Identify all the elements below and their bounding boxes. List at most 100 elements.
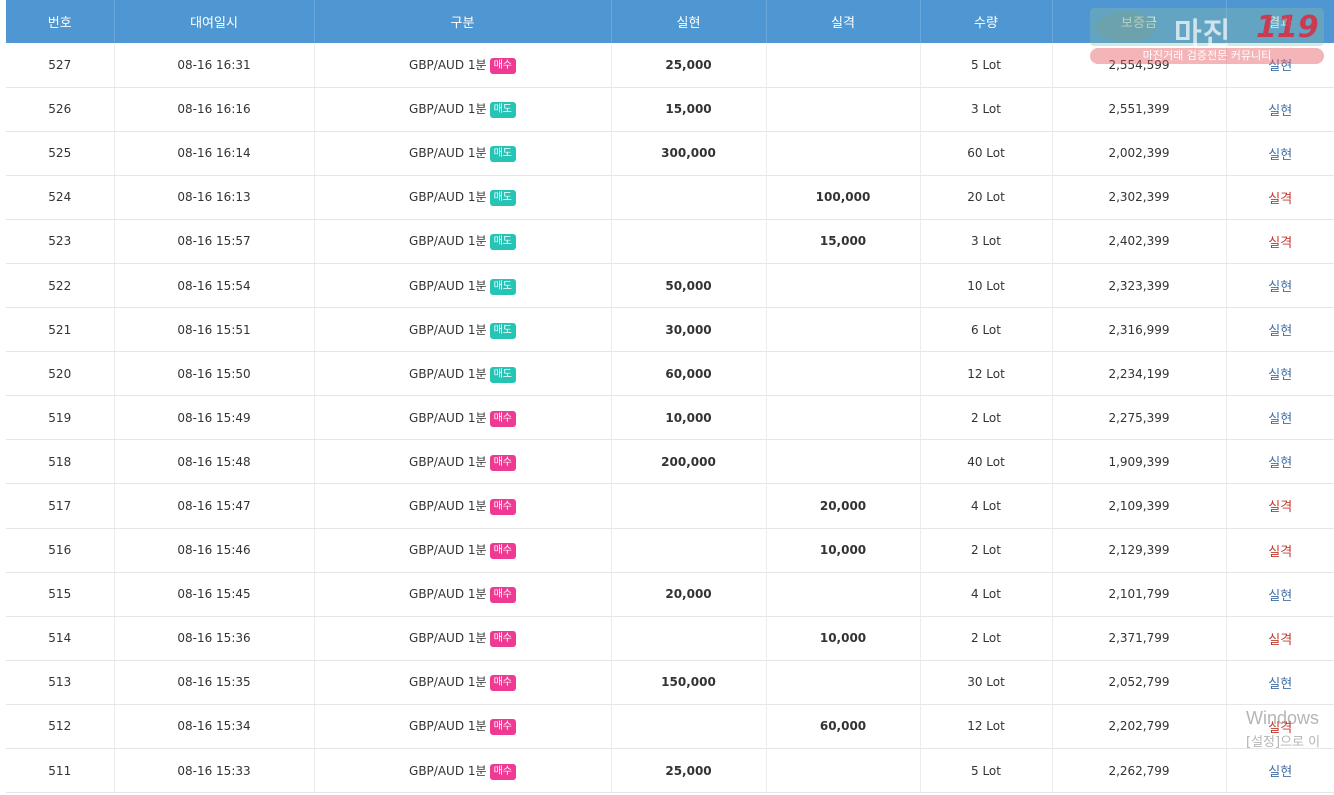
pair-label: GBP/AUD 1분 (409, 366, 487, 381)
cell-loss: 15,000 (766, 219, 921, 264)
cell-datetime: 08-16 15:48 (114, 439, 315, 485)
result-win-label: 실현 (1268, 588, 1293, 604)
cell-type: GBP/AUD 1분 매수 (314, 660, 612, 705)
cell-loss (766, 263, 921, 309)
cell-loss (766, 572, 921, 617)
cell-loss (766, 660, 921, 705)
cell-datetime: 08-16 15:47 (114, 483, 315, 529)
cell-loss (766, 439, 921, 485)
header-loss: 실격 (766, 0, 921, 43)
cell-datetime: 08-16 15:57 (114, 219, 315, 264)
result-loss-label: 실격 (1268, 235, 1293, 251)
cell-datetime: 08-16 15:51 (114, 307, 315, 353)
result-win-label: 실현 (1268, 456, 1293, 472)
table-row: 517 08-16 15:47 GBP/AUD 1분 매수 20,000 4 Lot 2,1… (6, 483, 1334, 529)
cell-result: 실현 (1226, 307, 1334, 353)
cell-datetime: 08-16 15:45 (114, 572, 315, 617)
table-row: 522 08-16 15:54 GBP/AUD 1분 매도 50,000 10 Lot 2,… (6, 263, 1334, 309)
cell-result: 실현 (1226, 351, 1334, 397)
pair-label: GBP/AUD 1분 (409, 102, 487, 117)
table-row: 520 08-16 15:50 GBP/AUD 1분 매도 60,000 12 Lot 2,… (6, 351, 1334, 397)
cell-profit: 300,000 (611, 131, 767, 176)
cell-loss (766, 43, 921, 88)
cell-profit: 50,000 (611, 263, 767, 309)
cell-profit (611, 528, 767, 573)
cell-quantity: 6 Lot (920, 307, 1053, 353)
cell-loss: 60,000 (766, 704, 921, 750)
cell-quantity: 2 Lot (920, 616, 1053, 661)
sell-badge: 매도 (489, 322, 516, 339)
cell-number: 523 (6, 219, 115, 264)
cell-deposit: 2,202,799 (1052, 704, 1227, 750)
cell-result: 실현 (1226, 660, 1334, 705)
cell-result: 실격 (1226, 483, 1334, 529)
cell-datetime: 08-16 15:34 (114, 704, 315, 750)
table-row: 519 08-16 15:49 GBP/AUD 1분 매수 10,000 2 Lot 2,2… (6, 395, 1334, 441)
cell-deposit: 2,275,399 (1052, 395, 1227, 441)
cell-result: 실현 (1226, 395, 1334, 441)
cell-datetime: 08-16 16:14 (114, 131, 315, 176)
cell-profit (611, 219, 767, 264)
cell-number: 516 (6, 528, 115, 573)
cell-number: 512 (6, 704, 115, 750)
cell-result: 실현 (1226, 263, 1334, 309)
cell-datetime: 08-16 15:36 (114, 616, 315, 661)
cell-deposit: 2,302,399 (1052, 175, 1227, 220)
cell-number: 517 (6, 483, 115, 529)
pair-label: GBP/AUD 1분 (409, 278, 487, 293)
header-datetime: 대여일시 (114, 0, 315, 43)
cell-profit: 200,000 (611, 439, 767, 485)
cell-number: 520 (6, 351, 115, 397)
cell-deposit: 2,101,799 (1052, 572, 1227, 617)
table-row: 511 08-16 15:33 GBP/AUD 1분 매수 25,000 5 Lot 2,2… (6, 748, 1334, 794)
header-type: 구분 (314, 0, 612, 43)
cell-loss (766, 351, 921, 397)
trade-history-table: 번호 대여일시 구분 실현 실격 수량 보증금 결과 527 08-16 16:3… (6, 0, 1334, 794)
cell-quantity: 2 Lot (920, 395, 1053, 441)
pair-label: GBP/AUD 1분 (409, 543, 487, 558)
table-row: 526 08-16 16:16 GBP/AUD 1분 매도 15,000 3 Lot 2,5… (6, 87, 1334, 132)
pair-label: GBP/AUD 1분 (409, 410, 487, 425)
table-row: 512 08-16 15:34 GBP/AUD 1분 매수 60,000 12 Lot 2,… (6, 704, 1334, 750)
buy-badge: 매수 (489, 57, 516, 74)
cell-quantity: 2 Lot (920, 528, 1053, 573)
table-row: 523 08-16 15:57 GBP/AUD 1분 매도 15,000 3 Lot 2,4… (6, 219, 1334, 264)
sell-badge: 매도 (489, 146, 516, 163)
cell-number: 525 (6, 131, 115, 176)
result-loss-label: 실격 (1268, 544, 1293, 560)
cell-datetime: 08-16 15:35 (114, 660, 315, 705)
cell-number: 518 (6, 439, 115, 485)
pair-label: GBP/AUD 1분 (409, 763, 487, 778)
cell-result: 실현 (1226, 439, 1334, 485)
result-win-label: 실현 (1268, 676, 1293, 692)
cell-quantity: 5 Lot (920, 748, 1053, 794)
cell-datetime: 08-16 15:54 (114, 263, 315, 309)
cell-type: GBP/AUD 1분 매도 (314, 307, 612, 353)
cell-deposit: 2,002,399 (1052, 131, 1227, 176)
table-row: 516 08-16 15:46 GBP/AUD 1분 매수 10,000 2 Lot 2,1… (6, 528, 1334, 573)
sell-badge: 매도 (489, 234, 516, 251)
cell-type: GBP/AUD 1분 매수 (314, 439, 612, 485)
table-row: 515 08-16 15:45 GBP/AUD 1분 매수 20,000 4 Lot 2,1… (6, 572, 1334, 617)
cell-result: 실격 (1226, 528, 1334, 573)
cell-loss (766, 131, 921, 176)
cell-result: 실현 (1226, 87, 1334, 132)
cell-result: 실현 (1226, 748, 1334, 794)
cell-quantity: 12 Lot (920, 704, 1053, 750)
cell-loss (766, 395, 921, 441)
buy-badge: 매수 (489, 454, 516, 471)
table-row: 521 08-16 15:51 GBP/AUD 1분 매도 30,000 6 Lot 2,3… (6, 307, 1334, 353)
cell-type: GBP/AUD 1분 매도 (314, 351, 612, 397)
cell-deposit: 2,052,799 (1052, 660, 1227, 705)
pair-label: GBP/AUD 1분 (409, 234, 487, 249)
cell-number: 521 (6, 307, 115, 353)
cell-quantity: 12 Lot (920, 351, 1053, 397)
cell-result: 실현 (1226, 43, 1334, 88)
cell-datetime: 08-16 15:50 (114, 351, 315, 397)
table-row: 513 08-16 15:35 GBP/AUD 1분 매수 150,000 30 Lot 2… (6, 660, 1334, 705)
cell-deposit: 2,323,399 (1052, 263, 1227, 309)
cell-type: GBP/AUD 1분 매도 (314, 263, 612, 309)
cell-type: GBP/AUD 1분 매도 (314, 219, 612, 264)
cell-deposit: 2,371,799 (1052, 616, 1227, 661)
cell-quantity: 3 Lot (920, 219, 1053, 264)
